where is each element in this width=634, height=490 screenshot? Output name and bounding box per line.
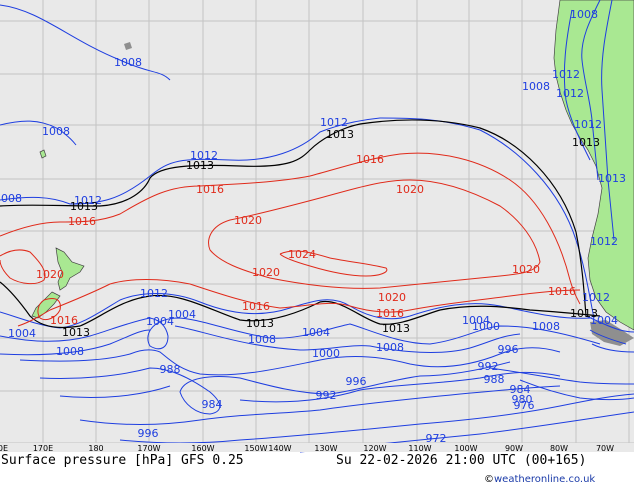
isobars-high [0, 152, 581, 327]
isobar-label: 1020 [512, 263, 540, 276]
isobar-label: 1004 [302, 326, 330, 339]
isobar-label: 992 [478, 360, 499, 373]
isobar-label: 1012 [582, 291, 610, 304]
isobar-label: 1020 [234, 214, 262, 227]
isobar-labels-red: 1016 1016 1016 1020 1020 1024 1020 1020 … [36, 153, 576, 327]
isobar-label: 1004 [168, 308, 196, 321]
longitude-label: 80W [550, 444, 568, 453]
isobar-label: 1000 [312, 347, 340, 360]
longitude-label: 140W [268, 444, 291, 453]
isobar-label: 1013 [246, 317, 274, 330]
isobar-label: 976 [514, 399, 535, 412]
tierra-del-fuego [590, 320, 634, 346]
coastal-isobars [563, 9, 634, 353]
isobar-label: 1008 [376, 341, 404, 354]
isobar-label: 1013 [572, 136, 600, 149]
longitude-label: 110W [408, 444, 431, 453]
isobar-label: 1004 [8, 327, 36, 340]
isobar-label: 1016 [356, 153, 384, 166]
site-credit[interactable]: ©weatheronline.co.uk [484, 474, 595, 485]
isobar-label: 1012 [74, 194, 102, 207]
isobar-label: 1012 [320, 116, 348, 129]
longitude-label: 180 [88, 444, 103, 453]
isobar-label: 1008 [114, 56, 142, 69]
isobar-label: 1000 [472, 320, 500, 333]
axis-strip [0, 443, 634, 452]
isobar-label: 1016 [68, 215, 96, 228]
isobar-label: 1008 [570, 8, 598, 21]
isobar-label: 996 [346, 375, 367, 388]
isobar-label: 1013 [62, 326, 90, 339]
isobar-label: 1008 [0, 192, 22, 205]
isobar-label: 1020 [396, 183, 424, 196]
isobar-label: 1013 [382, 322, 410, 335]
small-island [124, 42, 132, 50]
longitude-label: 120W [363, 444, 386, 453]
isobar-label: 1008 [42, 125, 70, 138]
longitude-label: 160W [191, 444, 214, 453]
isobar-label: 1012 [190, 149, 218, 162]
isobar-label: 1016 [196, 183, 224, 196]
isobar-label: 1012 [590, 235, 618, 248]
isobars-1013 [0, 119, 601, 329]
isobar-label: 1016 [50, 314, 78, 327]
valid-time: Su 22-02-2026 21:00 UTC (00+165) [336, 453, 587, 468]
isobar-label: 1020 [252, 266, 280, 279]
isobar-label: 1016 [548, 285, 576, 298]
isobar-label: 984 [510, 383, 531, 396]
isobar-label: 1013 [326, 128, 354, 141]
isobar-label: 1013 [186, 159, 214, 172]
isobar-label: 996 [498, 343, 519, 356]
site-name: weatheronline.co.uk [494, 474, 596, 485]
isobar-label: 1012 [574, 118, 602, 131]
longitude-label: 170W [137, 444, 160, 453]
pacific-island [39, 149, 47, 159]
longitude-label: 0E [0, 444, 8, 453]
longitude-label: 70W [596, 444, 614, 453]
isobars-low [0, 0, 634, 453]
longitude-label: 170E [33, 444, 53, 453]
isobar-label: 984 [202, 398, 223, 411]
isobar-label: 1016 [376, 307, 404, 320]
isobar-label: 1012 [556, 87, 584, 100]
isobar-labels-blue: 1008 1008 1008 1012 1012 1012 1008 1008 … [0, 8, 626, 445]
isobar-label: 992 [316, 389, 337, 402]
longitude-label: 130W [314, 444, 337, 453]
isobar-label: 1008 [532, 320, 560, 333]
isobar-label: 1020 [36, 268, 64, 281]
isobar-label: 1004 [590, 314, 618, 327]
isobar-label: 1004 [462, 314, 490, 327]
isobar-labels-black: 1013 1013 1013 1013 1013 1013 1013 1013 [62, 128, 600, 339]
south-america [553, 0, 634, 331]
longitude-labels: 0E 170E 180 170W 160W 150W 140W 130W 120… [0, 444, 614, 453]
isobar-label: 1024 [288, 248, 316, 261]
isobar-label: 1013 [570, 307, 598, 320]
longitude-label: 90W [505, 444, 523, 453]
isobar-label: 1012 [552, 68, 580, 81]
isobar-label: 1004 [146, 315, 174, 328]
isobar-label: 1012 [140, 287, 168, 300]
isobar-label: 1013 [598, 172, 626, 185]
longitude-label: 100W [454, 444, 477, 453]
isobar-label: 972 [426, 432, 447, 445]
longitude-label: 150W [244, 444, 267, 453]
isobar-label: 980 [512, 393, 533, 406]
isobar-label: 1008 [56, 345, 84, 358]
isobar-label: 1020 [378, 291, 406, 304]
map-caption: Surface pressure [hPa] GFS 0.25 [1, 453, 244, 468]
isobar-label: 996 [138, 427, 159, 440]
isobar-label: 1016 [242, 300, 270, 313]
new-zealand-north [55, 247, 85, 291]
isobar-label: 988 [484, 373, 505, 386]
copyright-symbol: © [484, 474, 494, 485]
isobar-label: 1008 [248, 333, 276, 346]
isobar-label: 1008 [522, 80, 550, 93]
isobar-label: 988 [160, 363, 181, 376]
isobar-label: 1013 [70, 200, 98, 213]
